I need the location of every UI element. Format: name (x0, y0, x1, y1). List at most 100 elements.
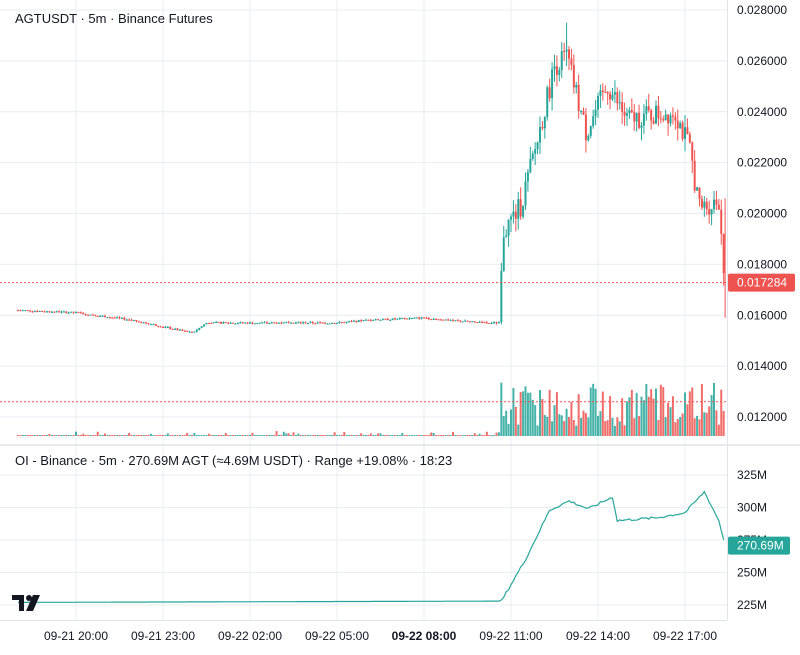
candle-body (558, 70, 561, 75)
volume-bar (420, 435, 423, 436)
candle-body (396, 318, 399, 320)
candle-body (647, 106, 650, 111)
volume-bar (488, 435, 491, 436)
last-oi-tag (728, 536, 790, 555)
oi-legend[interactable]: OI - Binance · 5m · 270.69M AGT (≈4.69M … (15, 453, 453, 468)
volume-bar (280, 435, 283, 436)
candle-body (587, 135, 590, 141)
volume-bar (502, 416, 505, 436)
candle-body (207, 322, 210, 324)
volume-bar (336, 435, 338, 436)
volume-bar (524, 386, 527, 436)
candle-body (551, 69, 554, 99)
volume-bar (558, 414, 561, 436)
volume-bar (321, 435, 324, 436)
volume-bar (555, 392, 558, 436)
price-legend[interactable]: AGTUSDT · 5m · Binance Futures (15, 11, 213, 26)
candle-body (193, 331, 196, 333)
price-tick-label: 0.020000 (737, 207, 787, 221)
candle-body (645, 106, 648, 114)
volume-bar (684, 392, 686, 436)
candle-body (142, 322, 145, 324)
candle-body (667, 114, 670, 124)
candle-body (531, 153, 534, 159)
candle-body (633, 112, 636, 122)
candle-body (145, 322, 148, 324)
candle-body (195, 329, 198, 332)
volume-bar (377, 433, 380, 436)
volume-bar (343, 432, 346, 436)
candle-body (275, 322, 278, 324)
candle-body (696, 187, 699, 191)
volume-bar (333, 432, 336, 436)
volume-bar (691, 387, 694, 436)
candle-body (679, 122, 682, 129)
volume-bar (307, 435, 309, 436)
candle-body (46, 311, 48, 313)
volume-bar (464, 435, 467, 436)
volume-bar (594, 388, 597, 436)
axes: 0.028000 0.026000 0.024000 0.022000 0.020000… (44, 3, 795, 643)
volume-bar (447, 435, 450, 436)
volume-bar (50, 435, 53, 436)
candle-body (263, 322, 266, 324)
volume-bar (674, 422, 677, 436)
candle-body (362, 320, 365, 322)
volume-bar (154, 435, 157, 436)
volume-bar (207, 433, 210, 436)
candle-body (715, 199, 718, 205)
candle-body (539, 127, 541, 143)
volume-bar (601, 391, 604, 436)
volume-bar (589, 387, 592, 436)
price-tick-label: 0.022000 (737, 156, 787, 170)
volume-bar (340, 435, 343, 436)
candle-body (638, 112, 641, 128)
volume-bar (282, 431, 285, 436)
candle-body (188, 331, 191, 333)
volume-bar (476, 435, 479, 436)
candle-body (483, 322, 486, 324)
candle-body (519, 199, 522, 217)
candle-body (500, 270, 503, 323)
volume-bar (33, 435, 36, 436)
candle-body (541, 127, 544, 129)
candle-body (628, 110, 631, 114)
candle-body (616, 92, 619, 104)
candle-body (157, 325, 160, 327)
candle-body (493, 322, 496, 324)
volume-bar (493, 435, 496, 436)
tradingview-logo-icon[interactable] (12, 592, 44, 612)
candle-body (251, 322, 254, 324)
volume-bar (519, 392, 522, 436)
candle-body (104, 315, 106, 318)
volume-bar (157, 435, 160, 436)
volume-bar (449, 435, 452, 436)
volume-bar (285, 433, 288, 436)
volume-bar (311, 435, 314, 436)
volume-bar (565, 408, 568, 436)
volume-bar (48, 433, 51, 436)
volume-bar (152, 435, 155, 436)
candle-body (572, 64, 575, 88)
candle-body (427, 318, 430, 320)
candle-body (410, 317, 413, 319)
candle-body (524, 181, 527, 206)
volume-bar (236, 435, 239, 436)
volume-bar (362, 435, 365, 436)
volume-bar (647, 396, 650, 436)
volume-bar (205, 435, 208, 436)
volume-bar (439, 435, 442, 436)
candle-body (328, 323, 331, 325)
candle-body (635, 112, 638, 122)
candle-body (381, 318, 384, 320)
oi-tick-label: 300M (737, 501, 767, 515)
volume-bar (31, 435, 34, 436)
candle-body (577, 84, 580, 112)
volume-bar (618, 421, 621, 436)
volume-bar (193, 432, 196, 436)
volume-bar (577, 394, 580, 436)
volume-bar (36, 435, 39, 436)
volume-bar (551, 421, 554, 436)
